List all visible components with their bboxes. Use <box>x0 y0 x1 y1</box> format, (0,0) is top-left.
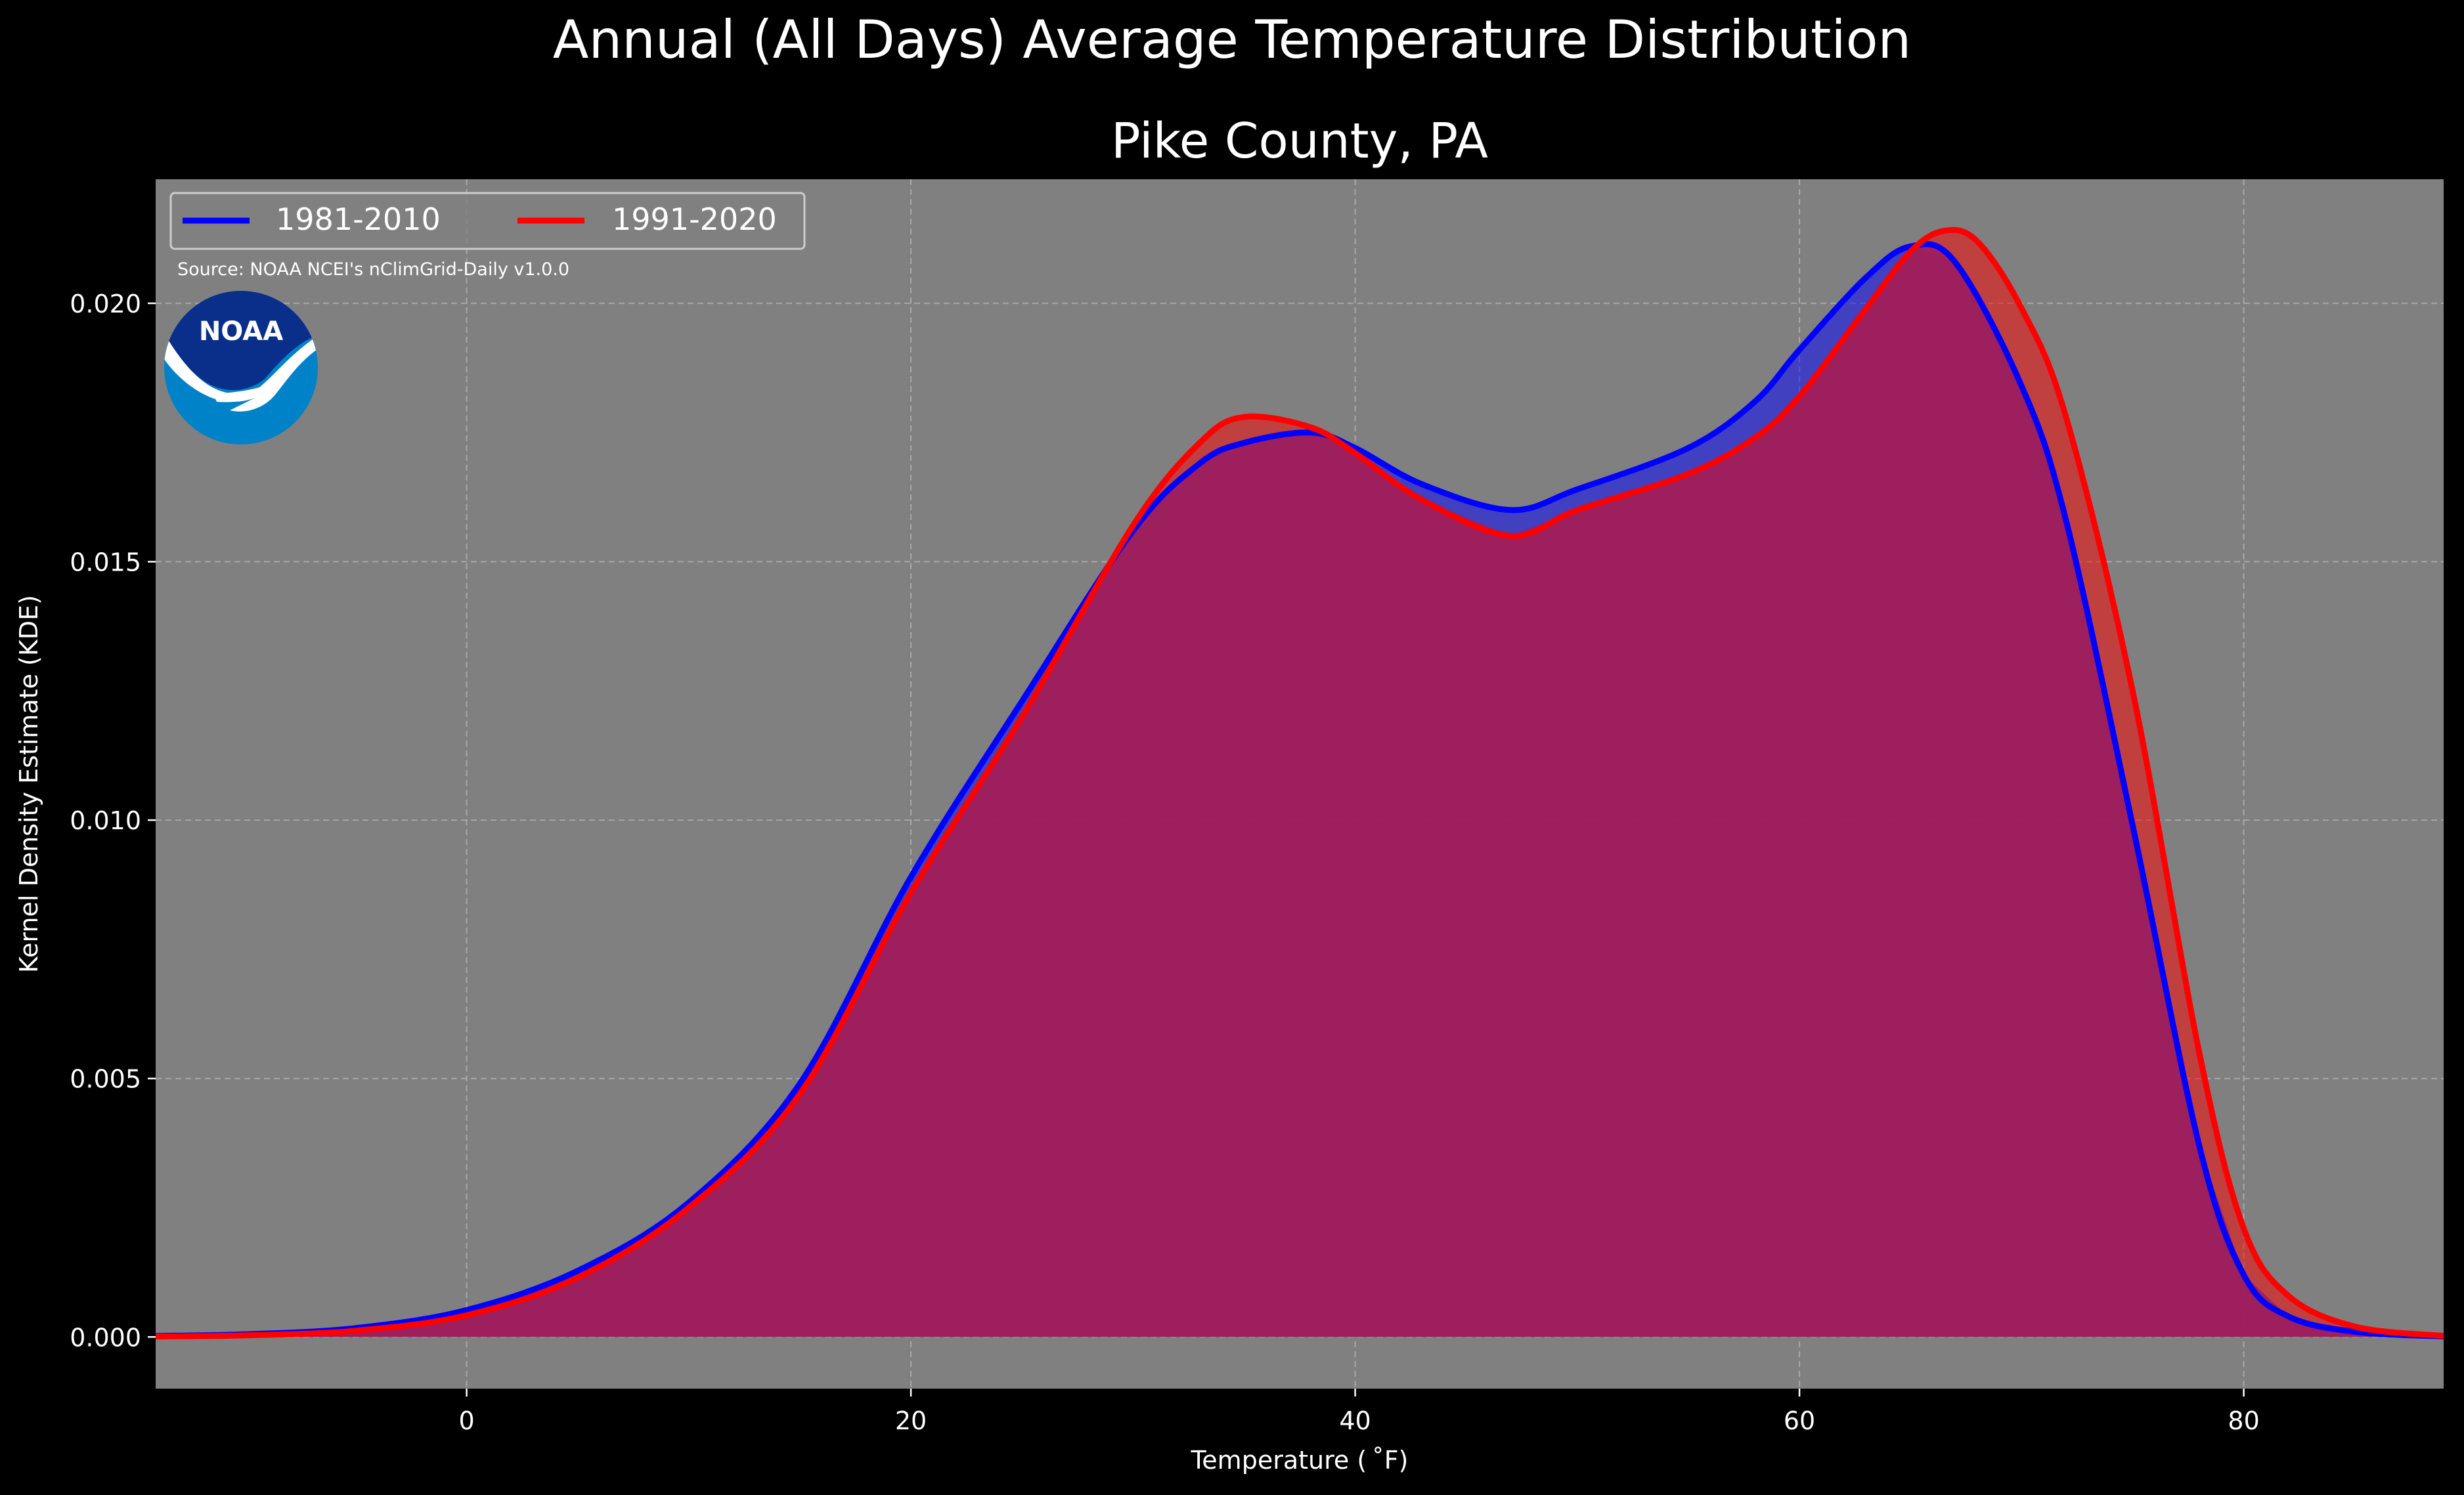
legend-label-1991-2020: 1991-2020 <box>612 202 777 237</box>
legend-box <box>169 192 806 250</box>
series-fill-overlap <box>156 250 2444 1337</box>
y-tick-label: 0.000 <box>70 1323 141 1352</box>
x-tick-label: 20 <box>895 1406 927 1435</box>
y-tick-label: 0.005 <box>70 1065 141 1094</box>
x-tick-label: 80 <box>2228 1406 2259 1435</box>
noaa-logo-gull <box>164 322 318 412</box>
y-tick-label: 0.020 <box>70 290 141 318</box>
x-tick-label: 40 <box>1339 1406 1371 1435</box>
y-axis-label: Kernel Density Estimate (KDE) <box>14 595 43 973</box>
noaa-logo: NOAA <box>164 291 318 444</box>
y-tick-label: 0.015 <box>70 548 141 577</box>
legend-label-1981-2010: 1981-2010 <box>276 202 441 237</box>
noaa-logo-text: NOAA <box>199 316 283 347</box>
legend: 1981-2010 1991-2020 <box>169 192 806 250</box>
y-axis-ticks: 0.000 0.005 0.010 0.015 0.020 <box>70 290 156 1352</box>
noaa-logo-top <box>164 291 318 391</box>
y-tick-label: 0.010 <box>70 806 141 835</box>
suptitle: Annual (All Days) Average Temperature Di… <box>553 9 1911 70</box>
x-axis-ticks: 0 20 40 60 80 <box>458 1389 2260 1435</box>
noaa-logo-wing-tail <box>213 381 276 402</box>
x-tick-label: 0 <box>458 1406 474 1435</box>
x-tick-label: 60 <box>1784 1406 1815 1435</box>
series-line-1991-2020 <box>156 227 2444 1339</box>
source-note: Source: NOAA NCEI's nClimGrid-Daily v1.0… <box>177 259 569 280</box>
x-axis-label: Temperature ( ˚F) <box>1191 1446 1409 1475</box>
chart-title: Pike County, PA <box>1111 113 1488 169</box>
series-line-1981-2010 <box>156 241 2444 1339</box>
